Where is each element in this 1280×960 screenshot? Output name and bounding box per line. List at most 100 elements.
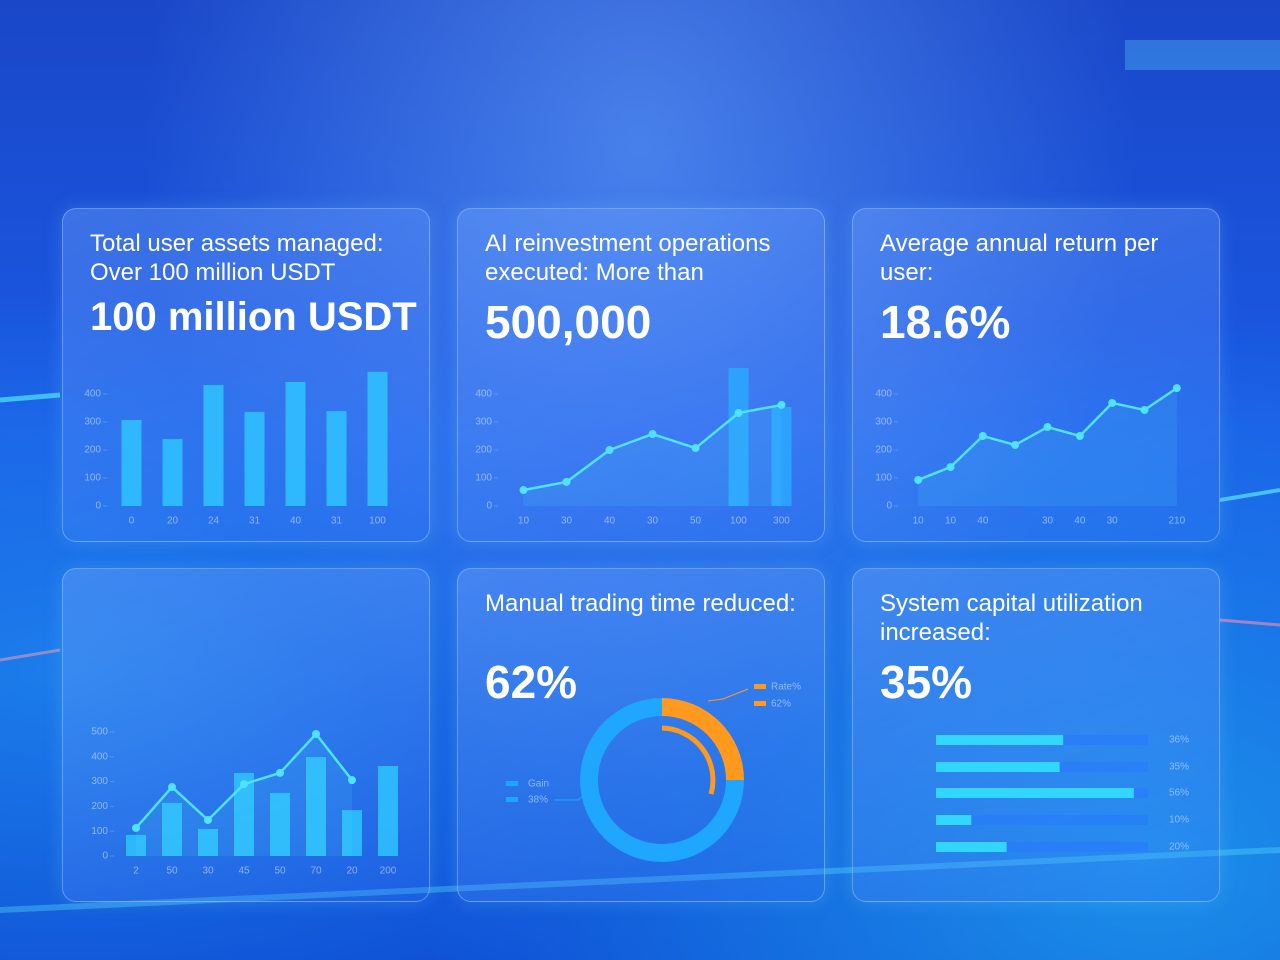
line-point bbox=[276, 768, 284, 777]
card-chart: 0 100 200 300 400 10 10 40 30 40 30 210 bbox=[875, 384, 1186, 527]
y-tick-label: 100 bbox=[475, 473, 492, 484]
y-tick-label: 100 bbox=[875, 473, 892, 484]
x-tick-label: 30 bbox=[202, 866, 214, 877]
y-tick-label: 500 bbox=[91, 727, 108, 738]
x-tick-label: 10 bbox=[518, 516, 530, 527]
leader-line bbox=[554, 793, 587, 801]
metric-card: Rate% 62% Gain 38% Manual trading time reduc… bbox=[457, 568, 825, 902]
x-tick-label: 30 bbox=[647, 516, 659, 527]
line-point bbox=[605, 446, 614, 454]
metric-card: 36% 35% 56% 10% 20% System capital utilizatio… bbox=[852, 568, 1220, 902]
line-point bbox=[204, 816, 212, 825]
card-title: Manual trading time reduced: bbox=[485, 590, 796, 617]
card-chart: 36% 35% 56% 10% 20% bbox=[936, 735, 1189, 853]
donut-segment bbox=[662, 698, 744, 780]
card-chart: 0 100 200 300 400 0 20 24 31 40 31 100 bbox=[84, 371, 388, 527]
bar-value-label: 35% bbox=[1169, 762, 1189, 773]
x-tick-label: 50 bbox=[690, 516, 702, 527]
y-tick-label: 300 bbox=[475, 417, 492, 428]
leader-line bbox=[707, 688, 749, 702]
x-tick-label: 10 bbox=[913, 516, 925, 527]
line-point bbox=[312, 729, 320, 738]
line-point bbox=[562, 477, 571, 486]
card-title: AI reinvestment operations executed: Mor… bbox=[485, 230, 771, 286]
bar bbox=[162, 802, 182, 856]
legend-swatch bbox=[506, 797, 518, 802]
bar-value-label: 36% bbox=[1169, 735, 1189, 746]
card-headline: 62% bbox=[485, 656, 578, 708]
y-tick-label: 300 bbox=[84, 417, 101, 428]
line-point bbox=[168, 783, 176, 792]
card-headline: 100 million USDT bbox=[90, 295, 417, 339]
x-tick-label: 24 bbox=[208, 516, 220, 527]
y-tick-label: 400 bbox=[475, 389, 492, 400]
line-point bbox=[348, 776, 356, 785]
card-chart: Rate% 62% Gain 38% bbox=[506, 682, 801, 862]
y-tick-label: 400 bbox=[91, 751, 108, 762]
line-point bbox=[1172, 384, 1181, 393]
bar-value-label: 20% bbox=[1169, 842, 1189, 853]
bar bbox=[342, 810, 362, 856]
card-headline: 500,000 bbox=[485, 296, 652, 348]
legend-label: 62% bbox=[771, 699, 791, 710]
x-tick-label: 50 bbox=[274, 866, 286, 877]
bar bbox=[936, 788, 1134, 798]
y-tick-label: 200 bbox=[91, 801, 108, 812]
y-tick-label: 100 bbox=[84, 473, 101, 484]
y-tick-label: 0 bbox=[102, 851, 108, 862]
x-tick-label: 40 bbox=[1074, 516, 1086, 527]
line-point bbox=[978, 432, 987, 440]
x-tick-label: 50 bbox=[166, 866, 178, 877]
legend-swatch bbox=[754, 701, 766, 706]
y-tick-label: 300 bbox=[875, 417, 892, 428]
line-point bbox=[1140, 405, 1149, 414]
bar bbox=[367, 371, 388, 506]
x-tick-label: 300 bbox=[773, 516, 790, 527]
bar bbox=[162, 439, 183, 506]
y-tick-label: 0 bbox=[486, 501, 492, 512]
legend-label: Rate% bbox=[771, 682, 801, 693]
x-tick-label: 30 bbox=[1042, 516, 1054, 527]
legend-swatch bbox=[506, 781, 518, 786]
y-tick-label: 400 bbox=[84, 389, 101, 400]
x-tick-label: 70 bbox=[310, 866, 322, 877]
line-point bbox=[1108, 398, 1117, 407]
line-area bbox=[136, 733, 352, 856]
x-tick-label: 40 bbox=[604, 516, 616, 527]
card-chart: 0 100 200 300 400 500 2 50 30 45 50 70 20 200 bbox=[91, 727, 398, 877]
metric-card: 0 100 200 300 400 500 2 50 30 45 50 70 20 200 bbox=[62, 568, 430, 902]
y-tick-label: 200 bbox=[84, 445, 101, 456]
bar bbox=[326, 411, 347, 506]
line-point bbox=[734, 409, 743, 418]
card-chart: 0 100 200 300 400 10 30 40 30 50 100 300 bbox=[475, 367, 792, 527]
y-tick-label: 400 bbox=[875, 389, 892, 400]
legend-label: Gain bbox=[528, 779, 549, 790]
metric-card: 0 100 200 300 400 10 30 40 30 50 100 300 AI reinvest… bbox=[457, 208, 825, 542]
bar bbox=[728, 367, 749, 506]
x-tick-label: 200 bbox=[380, 866, 397, 877]
bar bbox=[121, 420, 142, 506]
bar bbox=[771, 406, 792, 506]
bar bbox=[244, 411, 265, 506]
bar bbox=[126, 834, 146, 856]
bar bbox=[270, 793, 290, 856]
metric-card: 0 100 200 300 400 0 20 24 31 40 31 100 Total user as… bbox=[62, 208, 430, 542]
donut-accent bbox=[661, 725, 716, 795]
line-point bbox=[914, 475, 923, 484]
bar bbox=[936, 842, 1007, 852]
line-point bbox=[691, 444, 700, 453]
line-area bbox=[918, 388, 1177, 506]
metric-card: 0 100 200 300 400 10 10 40 30 40 30 210 Average annu… bbox=[852, 208, 1220, 542]
x-tick-label: 30 bbox=[1107, 516, 1119, 527]
bar bbox=[234, 772, 254, 856]
line-point bbox=[132, 823, 140, 832]
bar bbox=[285, 381, 306, 506]
x-tick-label: 100 bbox=[730, 516, 747, 527]
card-title: Average annual return per user: bbox=[880, 230, 1159, 286]
line-point bbox=[777, 400, 786, 409]
y-tick-label: 200 bbox=[875, 445, 892, 456]
bar bbox=[203, 385, 224, 506]
bar-value-label: 10% bbox=[1169, 815, 1189, 826]
